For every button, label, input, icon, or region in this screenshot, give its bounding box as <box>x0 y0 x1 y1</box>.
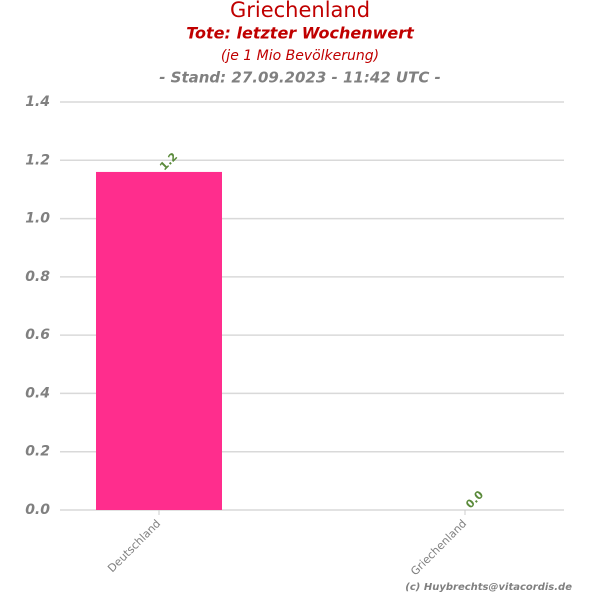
x-tick-label: Deutschland <box>105 517 163 575</box>
bar <box>96 171 222 510</box>
credit: (c) Huybrechts@vitacordis.de <box>405 582 572 593</box>
value-label: 0.0 <box>463 488 486 511</box>
y-tick-label: 0.0 <box>25 502 50 518</box>
chart-subtitle: - Stand: 27.09.2023 - 11:42 UTC - <box>159 69 441 87</box>
chart-subtitle: (je 1 Mio Bevölkerung) <box>221 48 379 64</box>
value-label: 1.2 <box>157 150 180 173</box>
y-tick-label: 1.4 <box>25 94 50 110</box>
y-tick-label: 0.2 <box>25 444 50 460</box>
chart-title: Griechenland <box>230 0 370 22</box>
y-tick-label: 0.6 <box>25 327 50 343</box>
y-tick-label: 1.0 <box>25 211 50 227</box>
y-tick-label: 0.4 <box>25 385 50 401</box>
y-tick-label: 1.2 <box>25 152 50 168</box>
x-tick-label: Griechenland <box>408 517 469 578</box>
y-tick-label: 0.8 <box>25 269 50 285</box>
chart-subtitle: Tote: letzter Wochenwert <box>186 24 415 43</box>
